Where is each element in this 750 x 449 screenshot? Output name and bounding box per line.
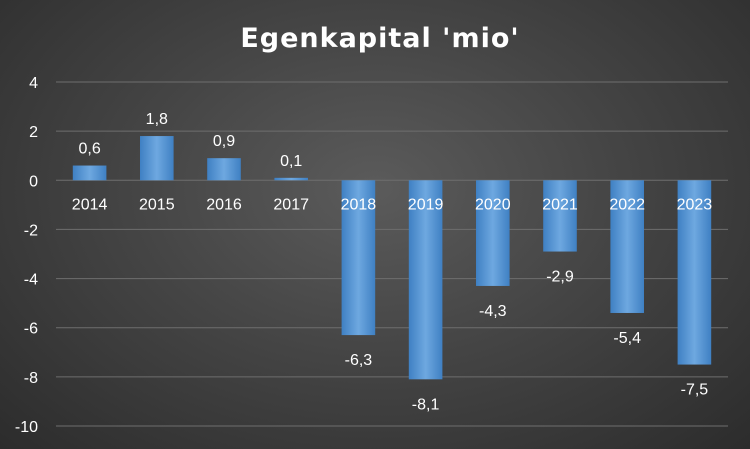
bar-2022 bbox=[610, 180, 644, 313]
bar-2019 bbox=[408, 180, 443, 380]
x-tick-label: 2023 bbox=[677, 196, 713, 213]
y-tick-label: 4 bbox=[29, 75, 38, 92]
x-tick-label: 2015 bbox=[139, 196, 175, 213]
data-labels: 0,6 1,8 0,9 0,1 -6,3 -8,1 -4,3 -2,9 -5,4 -7,5 bbox=[78, 111, 708, 413]
chart-title: Egenkapital 'mio' bbox=[240, 23, 519, 54]
data-label: -2,9 bbox=[546, 269, 574, 286]
bar-2015 bbox=[140, 136, 174, 181]
data-label: -6,3 bbox=[345, 352, 373, 369]
y-tick-label: -2 bbox=[24, 222, 38, 239]
bar-2014 bbox=[72, 165, 107, 181]
x-tick-label: 2014 bbox=[72, 196, 108, 213]
data-label: 0,9 bbox=[213, 133, 235, 150]
bar-2018 bbox=[341, 180, 376, 336]
x-tick-label: 2017 bbox=[273, 196, 309, 213]
bar-2017 bbox=[274, 177, 308, 181]
bar-2016 bbox=[207, 158, 241, 181]
x-tick-label: 2020 bbox=[475, 196, 511, 213]
x-tick-label: 2016 bbox=[206, 196, 242, 213]
data-label: -5,4 bbox=[613, 330, 641, 347]
x-tick-label: 2021 bbox=[542, 196, 578, 213]
data-label: 1,8 bbox=[146, 111, 168, 128]
x-tick-label: 2019 bbox=[408, 196, 444, 213]
data-label: -7,5 bbox=[681, 382, 709, 399]
data-label: -8,1 bbox=[412, 396, 440, 413]
data-label: 0,1 bbox=[280, 153, 302, 170]
x-tick-label: 2018 bbox=[341, 196, 377, 213]
bars bbox=[72, 136, 712, 380]
y-tick-label: -6 bbox=[24, 321, 38, 338]
y-tick-label: -10 bbox=[15, 419, 38, 436]
y-tick-label: -8 bbox=[24, 370, 38, 387]
y-tick-label: -4 bbox=[24, 272, 38, 289]
y-tick-label: 2 bbox=[29, 124, 38, 141]
x-tick-label: 2022 bbox=[609, 196, 645, 213]
data-label: 0,6 bbox=[78, 141, 100, 158]
y-tick-label: 0 bbox=[29, 173, 38, 190]
y-axis: 4 2 0 -2 -4 -6 -8 -10 bbox=[15, 75, 38, 436]
bar-2021 bbox=[543, 180, 577, 252]
bar-2020 bbox=[476, 180, 510, 286]
bar-2023 bbox=[677, 180, 712, 365]
data-label: -4,3 bbox=[479, 303, 507, 320]
x-axis: 2014 2015 2016 2017 2018 2019 2020 2021 2022 2023 bbox=[72, 196, 712, 213]
